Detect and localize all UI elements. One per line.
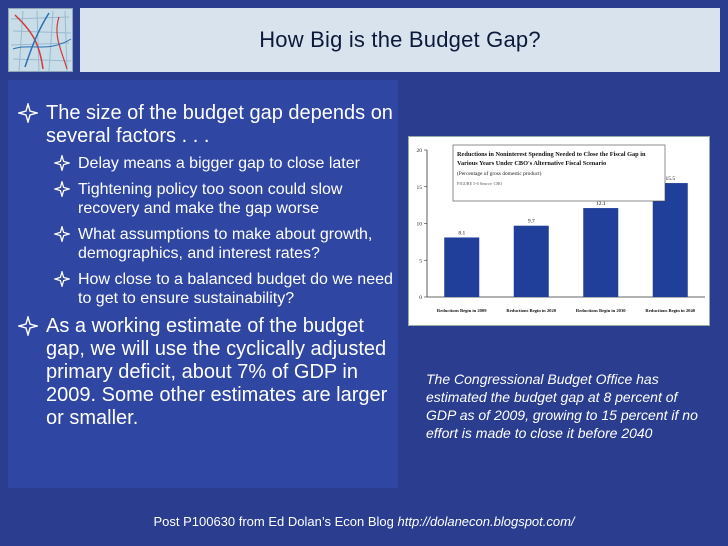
sub-bullet-text: What assumptions to make about growth, d… (78, 226, 373, 262)
y-tick-label: 5 (419, 258, 422, 264)
four-point-star-icon (54, 155, 70, 171)
bar-value-label: 8.1 (458, 230, 465, 236)
decorative-thumbnail-image (8, 8, 73, 72)
bar (583, 208, 619, 297)
four-point-star-icon (54, 271, 70, 287)
chart-title-line-2: Various Years Under CBO's Alternative Fi… (457, 160, 606, 167)
bar-value-label: 12.1 (596, 201, 606, 207)
sub-bullet-item: What assumptions to make about growth, d… (14, 225, 394, 263)
bar-value-label: 9.7 (528, 219, 535, 225)
bar-value-label: 15.5 (665, 176, 675, 182)
bullet-item: As a working estimate of the budget gap,… (14, 315, 394, 430)
decorative-pattern-graphic (10, 10, 72, 71)
x-category-label: Reductions Begin in 2020 (506, 308, 556, 313)
slide-title: How Big is the Budget Gap? (259, 27, 541, 52)
blog-link[interactable]: http://dolanecon.blogspot.com/ (397, 514, 575, 529)
sub-bullet-text: Tightening policy too soon could slow re… (78, 181, 343, 217)
chart-caption: The Congressional Budget Office has esti… (426, 371, 698, 441)
sub-bullet-item: How close to a balanced budget do we nee… (14, 270, 394, 308)
x-category-label: Reductions Begin in 2009 (437, 308, 487, 313)
bar-chart: 0 5 10 15 20 8.1 Reductions Begin in 2009 9.7 R… (417, 144, 705, 313)
y-tick-label: 20 (417, 148, 423, 154)
bullet-text: As a working estimate of the budget gap,… (46, 315, 388, 429)
bullet-item: The size of the budget gap depends on se… (14, 102, 394, 148)
sub-bullet-text: Delay means a bigger gap to close later (78, 155, 360, 172)
footer: Post P100630 from Ed Dolan’s Econ Blog h… (0, 514, 728, 530)
bar (444, 237, 480, 297)
x-category-label: Reductions Begin in 2040 (645, 308, 695, 313)
chart-panel: 0 5 10 15 20 8.1 Reductions Begin in 2009 9.7 R… (408, 136, 710, 326)
bar (513, 225, 549, 297)
chart-subtitle: (Percentage of gross domestic product) (457, 170, 542, 177)
four-point-star-icon (18, 316, 38, 336)
bars-group: 8.1 Reductions Begin in 2009 9.7 Reductions… (437, 176, 696, 313)
chart-title-line-1: Reductions in Noninterest Spending Neede… (457, 151, 646, 158)
bullet-panel (8, 80, 398, 488)
y-tick-label: 0 (419, 295, 422, 301)
four-point-star-icon (54, 226, 70, 242)
four-point-star-icon (18, 103, 38, 123)
four-point-star-icon (54, 181, 70, 197)
x-category-label: Reductions Begin in 2030 (576, 308, 626, 313)
sub-bullet-item: Delay means a bigger gap to close later (14, 154, 394, 173)
footer-text: Post P100630 from Ed Dolan’s Econ Blog (153, 514, 398, 529)
chart-note: FIGURE 5-6 Source: CBO (457, 181, 502, 186)
bullet-text: The size of the budget gap depends on se… (46, 102, 393, 147)
chart-title-box (452, 144, 666, 202)
bullet-list: The size of the budget gap depends on se… (14, 102, 394, 436)
sub-bullet-item: Tightening policy too soon could slow re… (14, 180, 394, 218)
y-tick-label: 10 (417, 222, 423, 228)
y-tick-label: 15 (417, 185, 423, 191)
sub-bullet-text: How close to a balanced budget do we nee… (78, 271, 393, 307)
title-bar: How Big is the Budget Gap? (80, 8, 720, 72)
bar (652, 183, 688, 297)
